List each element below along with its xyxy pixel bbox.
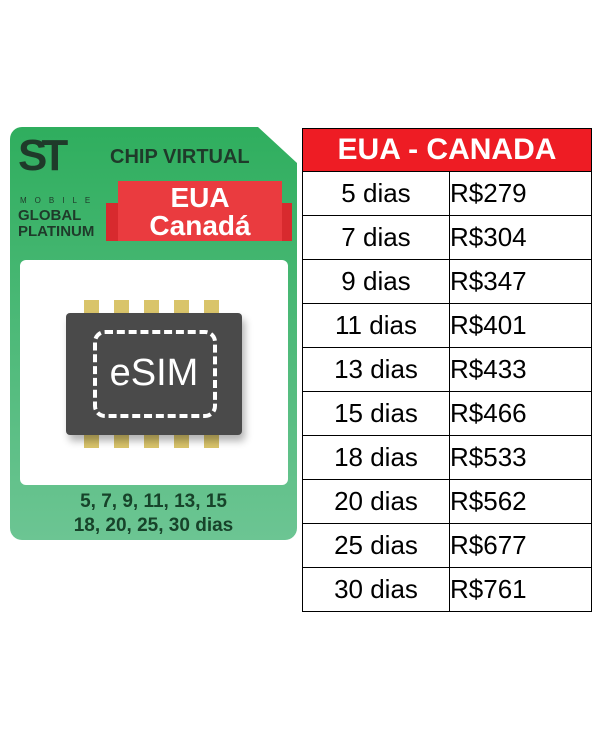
chip-pin	[204, 300, 219, 314]
price-cell: 761	[483, 574, 527, 604]
table-row: 18 dias R$533	[302, 435, 592, 480]
chip-pin	[144, 434, 159, 448]
logo-subtitle: MOBILE	[20, 196, 99, 205]
card-title: CHIP VIRTUAL	[110, 146, 250, 168]
table-row: 15 dias R$466	[302, 391, 592, 436]
table-row: 7 dias R$304	[302, 215, 592, 260]
days-cell: 20 dias	[302, 479, 450, 524]
table-row: 25 dias R$677	[302, 523, 592, 568]
days-cell: 9 dias	[302, 259, 450, 304]
currency: R$	[450, 442, 484, 472]
chip-label: eSIM	[109, 352, 199, 394]
currency: R$	[450, 398, 484, 428]
brand-text: GLOBAL PLATINUM	[18, 208, 94, 240]
destination-banner: EUA Canadá	[118, 181, 282, 241]
ribbon-left	[106, 203, 121, 241]
banner-line2: Canadá	[149, 210, 251, 241]
sim-outline-icon	[93, 330, 217, 418]
chip-pin	[114, 434, 129, 448]
table-row: 30 dias R$761	[302, 567, 592, 612]
days-cell: 7 dias	[302, 215, 450, 260]
chip-pin	[144, 300, 159, 314]
days-cell: 13 dias	[302, 347, 450, 392]
table-row: 5 dias R$279	[302, 171, 592, 216]
currency: R$	[450, 354, 484, 384]
price-cell: 433	[483, 354, 527, 384]
currency: R$	[450, 266, 484, 296]
price-cell: 347	[483, 266, 527, 296]
price-cell: 562	[483, 486, 527, 516]
banner-line1: EUA	[170, 182, 230, 213]
price-cell: 466	[483, 398, 527, 428]
days-options: 5, 7, 9, 11, 13, 15 18, 20, 25, 30 dias	[10, 490, 297, 538]
chip-pin	[204, 434, 219, 448]
days-line1: 5, 7, 9, 11, 13, 15	[80, 491, 227, 512]
days-line2: 18, 20, 25, 30 dias	[73, 515, 234, 536]
st-logo: ST	[18, 131, 68, 180]
currency: R$	[450, 178, 484, 208]
table-row: 13 dias R$433	[302, 347, 592, 392]
chip-pin	[174, 434, 189, 448]
table-row: 9 dias R$347	[302, 259, 592, 304]
chip-pin	[114, 300, 129, 314]
price-cell: 279	[483, 178, 527, 208]
price-cell: 677	[483, 530, 527, 560]
price-cell: 304	[483, 222, 527, 252]
price-cell: 401	[483, 310, 527, 340]
days-cell: 11 dias	[302, 303, 450, 348]
table-row: 11 dias R$401	[302, 303, 592, 348]
days-cell: 25 dias	[302, 523, 450, 568]
table-row: 20 dias R$562	[302, 479, 592, 524]
days-cell: 15 dias	[302, 391, 450, 436]
days-cell: 30 dias	[302, 567, 450, 612]
currency: R$	[450, 574, 484, 604]
currency: R$	[450, 222, 484, 252]
price-cell: 533	[483, 442, 527, 472]
table-title: EUA - CANADA	[302, 128, 592, 172]
days-cell: 18 dias	[302, 435, 450, 480]
brand-line2: PLATINUM	[18, 223, 95, 240]
chip-pin	[174, 300, 189, 314]
price-table: EUA - CANADA 5 dias R$279 7 dias R$304 9 dia…	[302, 128, 592, 612]
brand-line1: GLOBAL	[18, 207, 82, 224]
currency: R$	[450, 486, 484, 516]
chip-pin	[84, 300, 99, 314]
chip-pin	[84, 434, 99, 448]
days-cell: 5 dias	[302, 171, 450, 216]
currency: R$	[450, 310, 484, 340]
currency: R$	[450, 530, 484, 560]
